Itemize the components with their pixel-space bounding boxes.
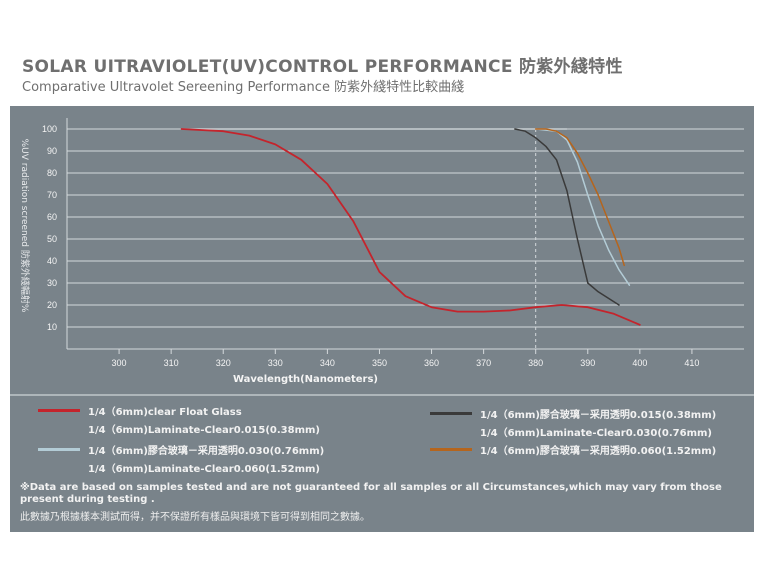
x-tick-label: 380 (528, 358, 543, 368)
y-tick-label: 50 (47, 234, 57, 244)
x-axis-label: Wavelength(Nanometers) (233, 374, 378, 385)
x-tick-label: 330 (268, 358, 283, 368)
uv-performance-chart: 10 20 30 40 50 60 70 80 90 100 300 310 320 330 340 350 3… (10, 118, 754, 396)
y-tick-label: 80 (47, 168, 57, 178)
series-line-4 (534, 128, 625, 267)
series-line-2 (514, 128, 620, 306)
legend-label: 1/4（6mm)膠合玻璃－采用透明0.030(0.76mm) (88, 446, 325, 457)
x-tick-label: 320 (216, 358, 231, 368)
legend-label: 1/4（6mm)clear Float Glass (88, 407, 242, 418)
legend-swatch-orange (430, 448, 472, 451)
legend-label: 1/4（6mm)膠合玻璃－采用透明0.015(0.38mm) (480, 410, 717, 421)
legend-item-clear-float: 1/4（6mm)clear Float Glass (38, 403, 242, 418)
legend-sub-label: 1/4（6mm)Laminate-Clear0.015(0.38mm) (88, 425, 320, 436)
y-tick-label: 10 (47, 322, 57, 332)
x-tick-label: 370 (476, 358, 491, 368)
y-tick-label: 30 (47, 278, 57, 288)
y-tick-label: 60 (47, 212, 57, 222)
legend-swatch-dark (430, 412, 472, 415)
x-tick-label: 310 (164, 358, 179, 368)
x-tick-label: 360 (424, 358, 439, 368)
series-line-1 (180, 128, 641, 326)
x-tick-label: 410 (684, 358, 699, 368)
legend-item-laminate-060: 1/4（6mm)膠合玻璃－采用透明0.060(1.52mm) (430, 442, 716, 457)
y-tick-label: 100 (42, 124, 57, 134)
x-tick-label: 390 (580, 358, 595, 368)
y-tick-label: 70 (47, 190, 57, 200)
x-tick-label: 340 (320, 358, 335, 368)
x-tick-label: 350 (372, 358, 387, 368)
page-subtitle: Comparative Ultravolet Sereening Perform… (22, 80, 465, 95)
y-tick-label: 40 (47, 256, 57, 266)
y-tick-label: 20 (47, 300, 57, 310)
x-tick-label: 400 (632, 358, 647, 368)
legend-sub-label: 1/4（6mm)Laminate-Clear0.030(0.76mm) (480, 428, 712, 439)
chart-panel: 10 20 30 40 50 60 70 80 90 100 300 310 320 330 340 350 3… (10, 106, 754, 532)
legend-label: 1/4（6mm)膠合玻璃－采用透明0.060(1.52mm) (480, 446, 717, 457)
x-tick-label: 300 (112, 358, 127, 368)
y-tick-label: 90 (47, 146, 57, 156)
legend-swatch-red (38, 409, 80, 412)
legend-item-laminate-015: 1/4（6mm)膠合玻璃－采用透明0.015(0.38mm) (430, 406, 716, 421)
legend-item-laminate-030: 1/4（6mm)膠合玻璃－采用透明0.030(0.76mm) (38, 442, 324, 457)
page-title: SOLAR UITRAVIOLET(UV)CONTROL PERFORMANCE… (22, 57, 623, 77)
legend-swatch-light-blue (38, 448, 80, 451)
disclaimer-english: ※Data are based on samples tested and ar… (20, 482, 722, 505)
disclaimer-chinese: 此數據乃根據樣本測試而得，并不保證所有樣品與環境下皆可得到相同之數據。 (20, 512, 370, 523)
y-axis-label: %UV radiation screened 防紫外綫輻射% (19, 139, 31, 313)
legend-sub-label: 1/4（6mm)Laminate-Clear0.060(1.52mm) (88, 464, 320, 475)
